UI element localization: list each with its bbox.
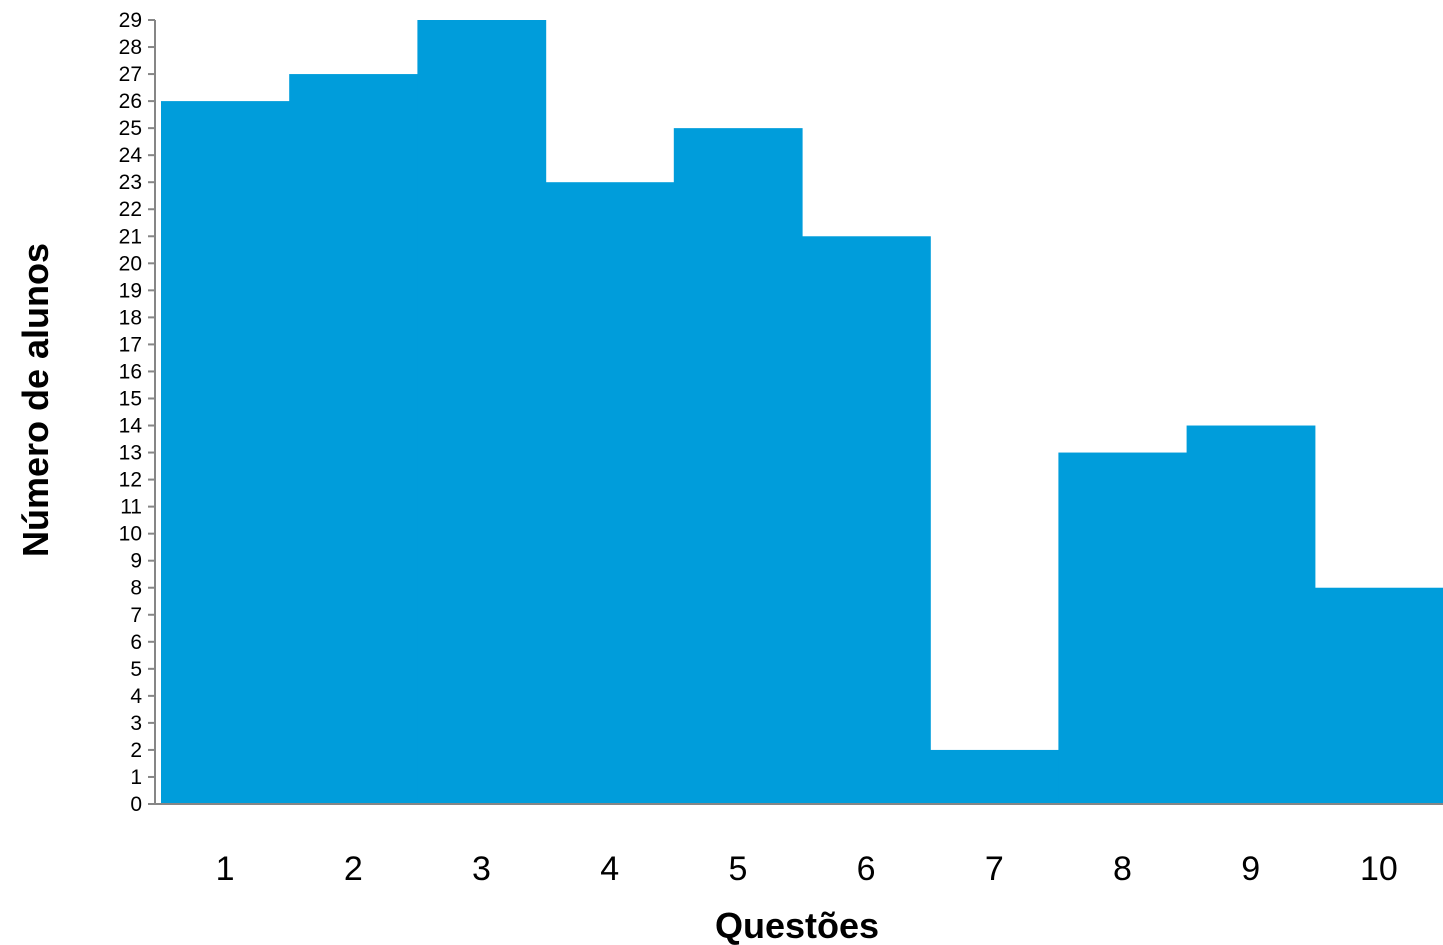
y-tick-label-14: 14 — [119, 415, 143, 438]
y-tick-label-11: 11 — [120, 496, 142, 519]
y-tick-label-26: 26 — [119, 90, 142, 113]
x-tick-label-9: 9 — [1241, 850, 1260, 888]
x-axis-title: Questões — [715, 905, 879, 945]
y-tick-label-27: 27 — [119, 63, 142, 86]
x-tick-label-10: 10 — [1360, 850, 1398, 888]
y-axis: 0123456789101112131415161718192021222324… — [119, 9, 156, 816]
y-tick-label-18: 18 — [119, 306, 142, 329]
y-tick-label-15: 15 — [119, 387, 142, 410]
x-tick-label-1: 1 — [216, 850, 235, 888]
y-tick-label-8: 8 — [130, 577, 142, 600]
bar-5 — [673, 128, 803, 804]
y-tick-label-5: 5 — [130, 658, 142, 681]
y-tick-label-0: 0 — [130, 793, 142, 816]
y-tick-label-28: 28 — [119, 36, 142, 59]
y-tick-label-9: 9 — [130, 550, 142, 573]
y-tick-label-3: 3 — [130, 712, 142, 735]
y-tick-label-25: 25 — [119, 117, 142, 140]
y-tick-label-29: 29 — [119, 9, 142, 32]
x-tick-label-6: 6 — [857, 850, 876, 888]
x-tick-label-8: 8 — [1113, 850, 1132, 888]
y-tick-label-13: 13 — [119, 442, 142, 465]
bar-7 — [930, 749, 1059, 804]
y-tick-label-4: 4 — [130, 685, 142, 708]
bar-1 — [161, 101, 290, 804]
y-tick-label-23: 23 — [119, 171, 142, 194]
y-tick-label-17: 17 — [119, 333, 142, 356]
y-tick-label-22: 22 — [119, 198, 142, 221]
bar-8 — [1058, 452, 1188, 804]
y-tick-label-12: 12 — [119, 469, 142, 492]
y-tick-label-20: 20 — [119, 252, 142, 275]
x-tick-label-4: 4 — [600, 850, 619, 888]
bar-6 — [802, 236, 931, 804]
x-tick-label-5: 5 — [728, 850, 747, 888]
y-tick-label-21: 21 — [119, 225, 142, 248]
y-tick-label-24: 24 — [119, 144, 143, 167]
x-tick-label-7: 7 — [985, 850, 1004, 888]
y-tick-label-19: 19 — [119, 279, 142, 302]
bar-4 — [545, 182, 675, 804]
y-tick-label-7: 7 — [130, 604, 142, 627]
y-tick-label-1: 1 — [130, 766, 142, 789]
y-tick-label-16: 16 — [119, 360, 142, 383]
bars-group — [161, 20, 1443, 804]
bar-2 — [289, 74, 418, 804]
bar-10 — [1314, 587, 1443, 804]
y-tick-label-6: 6 — [130, 631, 142, 654]
y-tick-label-2: 2 — [130, 739, 142, 762]
x-tick-label-2: 2 — [344, 850, 363, 888]
x-axis: 1 2 3 4 5 6 7 8 9 10 — [155, 803, 1443, 888]
bar-9 — [1186, 425, 1316, 804]
x-tick-label-3: 3 — [472, 850, 491, 888]
y-axis-title: Número de alunos — [15, 243, 56, 557]
bar-3 — [417, 20, 547, 804]
y-tick-label-10: 10 — [119, 523, 142, 546]
